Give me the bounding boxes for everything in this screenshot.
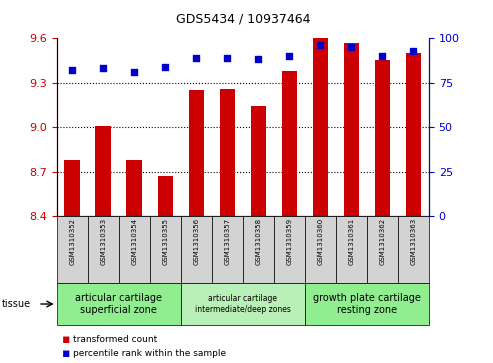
Text: transformed count: transformed count — [73, 335, 157, 344]
Text: GSM1310358: GSM1310358 — [255, 218, 261, 265]
Text: GSM1310355: GSM1310355 — [162, 218, 168, 265]
Point — [161, 64, 169, 69]
Bar — [274, 216, 305, 283]
Text: percentile rank within the sample: percentile rank within the sample — [73, 350, 226, 358]
Point — [348, 44, 355, 50]
Bar — [181, 283, 305, 325]
Text: GSM1310362: GSM1310362 — [380, 218, 386, 265]
Bar — [157, 176, 173, 216]
Point — [410, 48, 418, 53]
Text: GSM1310352: GSM1310352 — [69, 218, 75, 265]
Text: tissue: tissue — [1, 299, 31, 309]
Bar — [212, 216, 243, 283]
Point — [254, 57, 262, 62]
Bar — [57, 283, 181, 325]
Bar — [127, 160, 142, 216]
Bar — [313, 38, 328, 216]
Point — [99, 65, 107, 71]
Text: GSM1310353: GSM1310353 — [100, 218, 106, 265]
Bar — [96, 126, 111, 216]
Point — [223, 55, 231, 61]
Bar — [250, 106, 266, 216]
Bar — [243, 216, 274, 283]
Bar — [336, 216, 367, 283]
Text: GSM1310360: GSM1310360 — [317, 218, 323, 265]
Bar — [375, 60, 390, 216]
Point — [130, 69, 138, 75]
Text: GSM1310359: GSM1310359 — [286, 218, 292, 265]
Text: articular cartilage
superficial zone: articular cartilage superficial zone — [75, 293, 162, 315]
Point — [379, 53, 387, 59]
Bar — [406, 53, 421, 216]
Text: ▪: ▪ — [62, 333, 70, 346]
Point — [317, 42, 324, 48]
Point — [285, 53, 293, 59]
Point — [192, 55, 200, 61]
Text: GSM1310357: GSM1310357 — [224, 218, 230, 265]
Bar — [188, 90, 204, 216]
Bar — [181, 216, 212, 283]
Bar — [88, 216, 119, 283]
Text: GDS5434 / 10937464: GDS5434 / 10937464 — [176, 13, 310, 26]
Bar — [282, 71, 297, 216]
Bar — [344, 42, 359, 216]
Bar — [57, 216, 88, 283]
Text: GSM1310354: GSM1310354 — [131, 218, 137, 265]
Bar — [119, 216, 150, 283]
Text: GSM1310363: GSM1310363 — [410, 218, 417, 265]
Bar — [150, 216, 181, 283]
Text: articular cartilage
intermediate/deep zones: articular cartilage intermediate/deep zo… — [195, 294, 291, 314]
Bar — [65, 160, 80, 216]
Bar — [305, 283, 429, 325]
Point — [68, 67, 76, 73]
Bar — [219, 89, 235, 216]
Text: growth plate cartilage
resting zone: growth plate cartilage resting zone — [313, 293, 421, 315]
Text: GSM1310361: GSM1310361 — [349, 218, 354, 265]
Text: ▪: ▪ — [62, 347, 70, 360]
Bar — [398, 216, 429, 283]
Bar — [367, 216, 398, 283]
Text: GSM1310356: GSM1310356 — [193, 218, 199, 265]
Bar — [305, 216, 336, 283]
